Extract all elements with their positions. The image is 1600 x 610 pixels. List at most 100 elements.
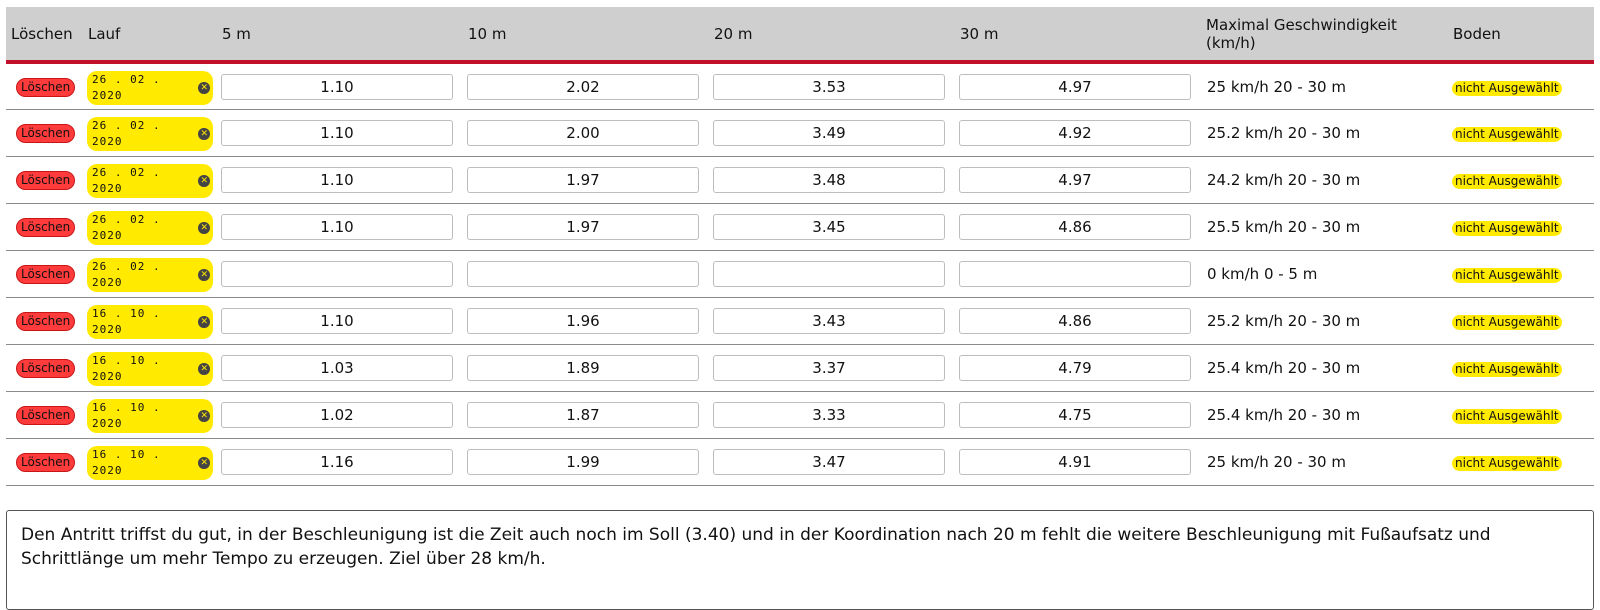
time-10m-input[interactable] [467, 449, 699, 475]
table-row: Löschen 26 . 02 . 2020 ✕ 25 km/h 20 - 30… [6, 62, 1594, 110]
delete-button[interactable]: Löschen [16, 406, 76, 425]
time-30m-cell [955, 344, 1201, 392]
time-5m-cell [217, 156, 463, 204]
delete-button[interactable]: Löschen [16, 77, 76, 97]
clear-icon[interactable]: ✕ [198, 457, 210, 469]
delete-button[interactable]: Löschen [16, 124, 76, 143]
time-20m-input[interactable] [713, 73, 945, 100]
clear-icon[interactable]: ✕ [198, 175, 210, 187]
time-30m-input[interactable] [959, 355, 1191, 381]
time-10m-input[interactable] [467, 402, 699, 428]
ground-select[interactable]: nicht Ausgewählt [1452, 456, 1562, 471]
time-30m-input[interactable] [959, 73, 1191, 100]
delete-button[interactable]: Löschen [16, 359, 76, 378]
time-5m-input[interactable] [221, 449, 453, 475]
time-5m-cell [217, 62, 463, 110]
run-date: 16 . 10 . 2020 [92, 448, 161, 477]
time-5m-input[interactable] [221, 120, 453, 146]
time-10m-input[interactable] [467, 120, 699, 146]
time-30m-input[interactable] [959, 214, 1191, 240]
run-cell: 16 . 10 . 2020 ✕ [83, 391, 217, 439]
delete-button[interactable]: Löschen [16, 453, 76, 472]
clear-icon[interactable]: ✕ [198, 269, 210, 281]
run-date-badge[interactable]: 16 . 10 . 2020 ✕ [87, 399, 213, 433]
time-5m-input[interactable] [221, 402, 453, 428]
header-30m: 30 m [955, 7, 1201, 64]
header-10m: 10 m [463, 7, 709, 64]
time-5m-input[interactable] [221, 308, 453, 334]
run-date-badge[interactable]: 16 . 10 . 2020 ✕ [87, 352, 213, 386]
clear-icon[interactable]: ✕ [198, 222, 210, 234]
time-10m-input[interactable] [467, 214, 699, 240]
time-10m-input[interactable] [467, 261, 699, 287]
time-20m-input[interactable] [713, 214, 945, 240]
time-20m-input[interactable] [713, 261, 945, 287]
clear-icon[interactable]: ✕ [198, 81, 210, 94]
time-10m-cell [463, 62, 709, 110]
run-date-badge[interactable]: 26 . 02 . 2020 ✕ [87, 117, 213, 151]
time-20m-cell [709, 203, 955, 251]
coach-comment[interactable]: Den Antritt triffst du gut, in der Besch… [6, 510, 1594, 610]
time-20m-input[interactable] [713, 167, 945, 193]
ground-select[interactable]: nicht Ausgewählt [1452, 80, 1562, 96]
table-row: Löschen 16 . 10 . 2020 ✕ 25 km/h 20 - 30… [6, 438, 1594, 486]
time-30m-input[interactable] [959, 261, 1191, 287]
run-date-badge[interactable]: 16 . 10 . 2020 ✕ [87, 446, 213, 480]
delete-button[interactable]: Löschen [16, 312, 76, 331]
time-10m-input[interactable] [467, 308, 699, 334]
ground-select[interactable]: nicht Ausgewählt [1452, 315, 1562, 330]
ground-cell: nicht Ausgewählt [1448, 62, 1594, 110]
time-10m-input[interactable] [467, 73, 699, 100]
time-30m-input[interactable] [959, 308, 1191, 334]
ground-select[interactable]: nicht Ausgewählt [1452, 362, 1562, 377]
ground-select[interactable]: nicht Ausgewählt [1452, 174, 1562, 189]
time-5m-input[interactable] [221, 73, 453, 100]
delete-button[interactable]: Löschen [16, 171, 76, 190]
run-date-badge[interactable]: 26 . 02 . 2020 ✕ [87, 211, 213, 245]
clear-icon[interactable]: ✕ [198, 316, 210, 328]
ground-select[interactable]: nicht Ausgewählt [1452, 127, 1562, 142]
time-10m-input[interactable] [467, 167, 699, 193]
delete-cell: Löschen [6, 344, 83, 392]
delete-cell: Löschen [6, 109, 83, 157]
time-30m-input[interactable] [959, 167, 1191, 193]
ground-select[interactable]: nicht Ausgewählt [1452, 221, 1562, 236]
time-30m-input[interactable] [959, 402, 1191, 428]
delete-button[interactable]: Löschen [16, 265, 76, 284]
time-20m-input[interactable] [713, 120, 945, 146]
time-5m-input[interactable] [221, 167, 453, 193]
clear-icon[interactable]: ✕ [198, 128, 210, 140]
time-10m-cell [463, 297, 709, 345]
clear-icon[interactable]: ✕ [198, 410, 210, 422]
ground-select[interactable]: nicht Ausgewählt [1452, 268, 1562, 283]
time-10m-cell [463, 250, 709, 298]
time-10m-cell [463, 438, 709, 486]
run-date-badge[interactable]: 26 . 02 . 2020 ✕ [87, 164, 213, 198]
time-30m-input[interactable] [959, 120, 1191, 146]
run-cell: 26 . 02 . 2020 ✕ [83, 250, 217, 298]
time-20m-input[interactable] [713, 308, 945, 334]
time-20m-input[interactable] [713, 355, 945, 381]
run-date-badge[interactable]: 26 . 02 . 2020 ✕ [87, 258, 213, 292]
clear-icon[interactable]: ✕ [198, 363, 210, 375]
run-date: 26 . 02 . 2020 [92, 72, 161, 102]
time-30m-input[interactable] [959, 449, 1191, 475]
time-10m-cell [463, 391, 709, 439]
ground-select[interactable]: nicht Ausgewählt [1452, 409, 1562, 424]
time-5m-input[interactable] [221, 214, 453, 240]
time-30m-cell [955, 250, 1201, 298]
time-10m-input[interactable] [467, 355, 699, 381]
header-20m: 20 m [709, 7, 955, 64]
run-date-badge[interactable]: 16 . 10 . 2020 ✕ [87, 305, 213, 339]
ground-cell: nicht Ausgewählt [1448, 250, 1594, 298]
delete-button[interactable]: Löschen [16, 218, 76, 237]
delete-cell: Löschen [6, 156, 83, 204]
header-run: Lauf [83, 7, 217, 64]
time-20m-cell [709, 297, 955, 345]
time-10m-cell [463, 109, 709, 157]
time-5m-input[interactable] [221, 261, 453, 287]
time-5m-input[interactable] [221, 355, 453, 381]
time-20m-input[interactable] [713, 402, 945, 428]
run-date-badge[interactable]: 26 . 02 . 2020 ✕ [87, 70, 213, 105]
time-20m-input[interactable] [713, 449, 945, 475]
